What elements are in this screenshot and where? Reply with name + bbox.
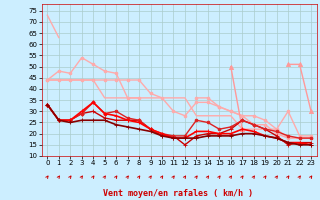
- Text: Vent moyen/en rafales ( km/h ): Vent moyen/en rafales ( km/h ): [103, 189, 252, 198]
